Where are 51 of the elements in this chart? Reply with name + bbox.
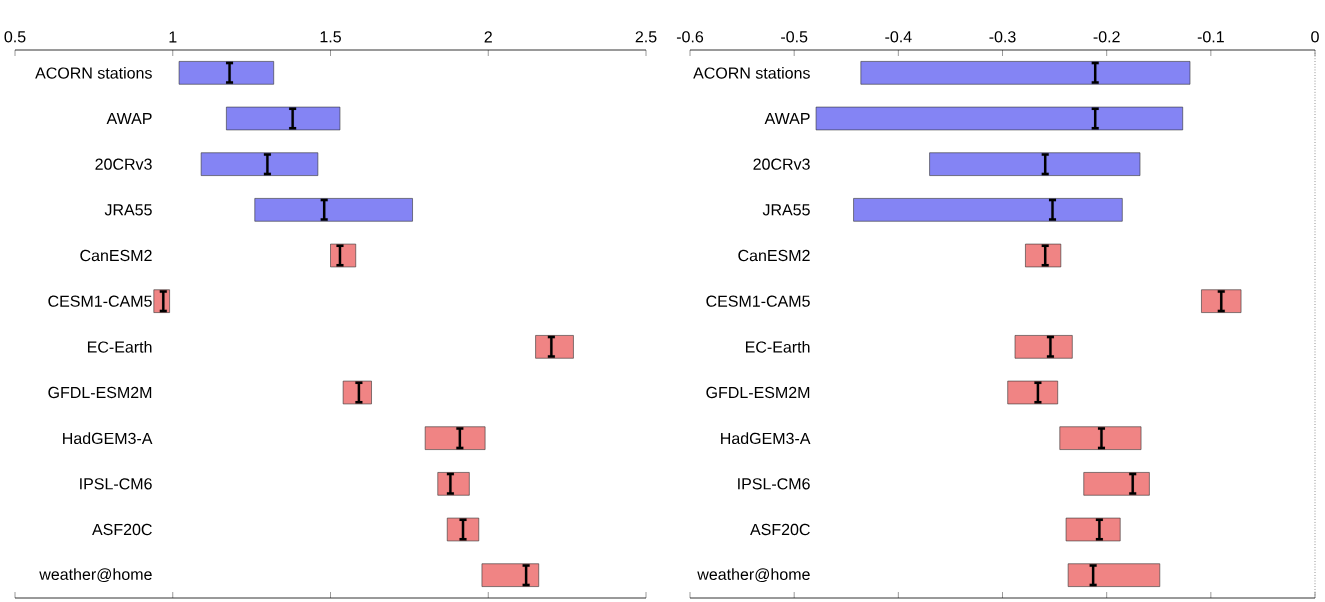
y-tick-label: weather@home <box>39 568 152 583</box>
y-tick-label: EC-Earth <box>745 340 810 353</box>
x-tick-label: 0.5 <box>4 31 26 43</box>
y-tick-label: CESM1-CAM5 <box>706 295 810 307</box>
y-tick-label: AWAP <box>764 112 810 125</box>
y-tick-label: JRA55 <box>762 204 810 216</box>
x-tick-label: -0.4 <box>885 31 912 43</box>
bar <box>226 106 341 131</box>
y-tick-label: EC-Earth <box>87 340 152 353</box>
y-tick-label: ACORN stations <box>693 66 810 79</box>
bar <box>860 61 1191 85</box>
y-tick-label: ACORN stations <box>35 66 152 79</box>
y-tick-label: GFDL-ESM2M <box>706 386 810 399</box>
y-tick-label: IPSL-CM6 <box>738 478 810 490</box>
bar <box>1059 426 1142 450</box>
bar <box>929 152 1141 176</box>
bar <box>178 61 275 85</box>
bar <box>424 426 486 450</box>
x-tick-label: -0.2 <box>1093 31 1120 43</box>
bar <box>254 198 413 222</box>
bar <box>815 106 1184 131</box>
x-tick-label: 1.5 <box>320 31 341 43</box>
y-tick-label: ASF20C <box>92 523 152 536</box>
y-tick-label: weather@home <box>697 568 810 583</box>
y-tick-label: 20CRv3 <box>753 158 810 170</box>
x-tick-label: 2 <box>484 31 492 43</box>
y-tick-label: CESM1-CAM5 <box>48 295 152 307</box>
x-tick-label: 2.5 <box>635 31 657 43</box>
bar <box>200 152 319 176</box>
y-tick-label: HadGEM3-A <box>721 432 811 445</box>
y-tick-label: HadGEM3-A <box>63 432 153 445</box>
bar <box>1083 472 1150 496</box>
bar <box>1014 335 1073 359</box>
x-tick-label: -0.3 <box>989 31 1016 43</box>
bar <box>1067 563 1161 587</box>
y-tick-label: ASF20C <box>750 523 810 536</box>
y-tick-label: 20CRv3 <box>95 158 152 170</box>
x-tick-label: 1 <box>169 31 177 43</box>
x-tick-label: -0.6 <box>676 31 704 43</box>
y-tick-label: GFDL-ESM2M <box>48 386 152 399</box>
x-tick-label: -0.1 <box>1197 31 1224 43</box>
x-tick-label: -0.5 <box>781 31 808 43</box>
bar <box>853 198 1123 222</box>
bar <box>481 563 540 587</box>
y-tick-label: JRA55 <box>104 204 152 216</box>
bar <box>1065 517 1121 542</box>
y-tick-label: AWAP <box>106 112 152 125</box>
x-tick-label: 0 <box>1311 31 1319 43</box>
y-tick-label: IPSL-CM6 <box>80 478 152 490</box>
y-tick-label: CanESM2 <box>738 249 810 262</box>
y-tick-label: CanESM2 <box>80 249 152 262</box>
